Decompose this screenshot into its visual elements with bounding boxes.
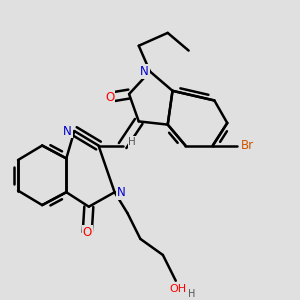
Text: Br: Br [241, 139, 254, 152]
Text: H: H [188, 289, 196, 298]
Text: H: H [128, 137, 136, 147]
Text: OH: OH [170, 284, 187, 294]
Text: N: N [63, 124, 72, 138]
Text: N: N [117, 186, 126, 199]
Text: N: N [140, 65, 148, 78]
Text: O: O [82, 226, 92, 239]
Text: O: O [105, 91, 114, 104]
